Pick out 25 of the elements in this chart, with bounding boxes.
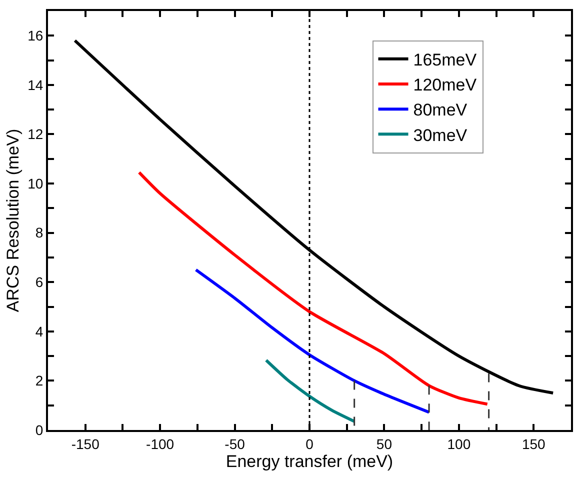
y-tick-label: 4 [35, 323, 44, 340]
x-axis-title: Energy transfer (meV) [226, 452, 394, 471]
x-tick-label: 100 [447, 436, 471, 452]
line-series [264, 358, 356, 423]
legend-label: 30meV [413, 126, 468, 145]
y-tick-label: 16 [28, 28, 44, 44]
legend-label: 80meV [413, 100, 468, 120]
legend-label: 165meV [413, 50, 478, 70]
x-tick-label: 50 [376, 436, 392, 452]
x-tick-label: 150 [522, 436, 546, 452]
y-tick-label: 10 [28, 175, 44, 192]
x-tick-label: -150 [71, 436, 100, 452]
y-tick-label: 2 [35, 372, 44, 389]
y-tick-label: 6 [35, 274, 44, 290]
y-tick-label: 8 [35, 224, 44, 241]
x-tick-label: 0 [306, 436, 314, 452]
y-tick-label: 12 [28, 126, 44, 142]
y-tick-label: 14 [28, 76, 44, 93]
line-series [138, 170, 489, 406]
x-tick-label: -50 [224, 436, 246, 452]
x-tick-label: -100 [146, 436, 174, 452]
legend-label: 120meV [413, 76, 478, 95]
y-tick-label: 0 [35, 422, 44, 438]
y-axis-title: ARCS Resolution (meV) [4, 128, 23, 312]
line-series [194, 268, 431, 414]
